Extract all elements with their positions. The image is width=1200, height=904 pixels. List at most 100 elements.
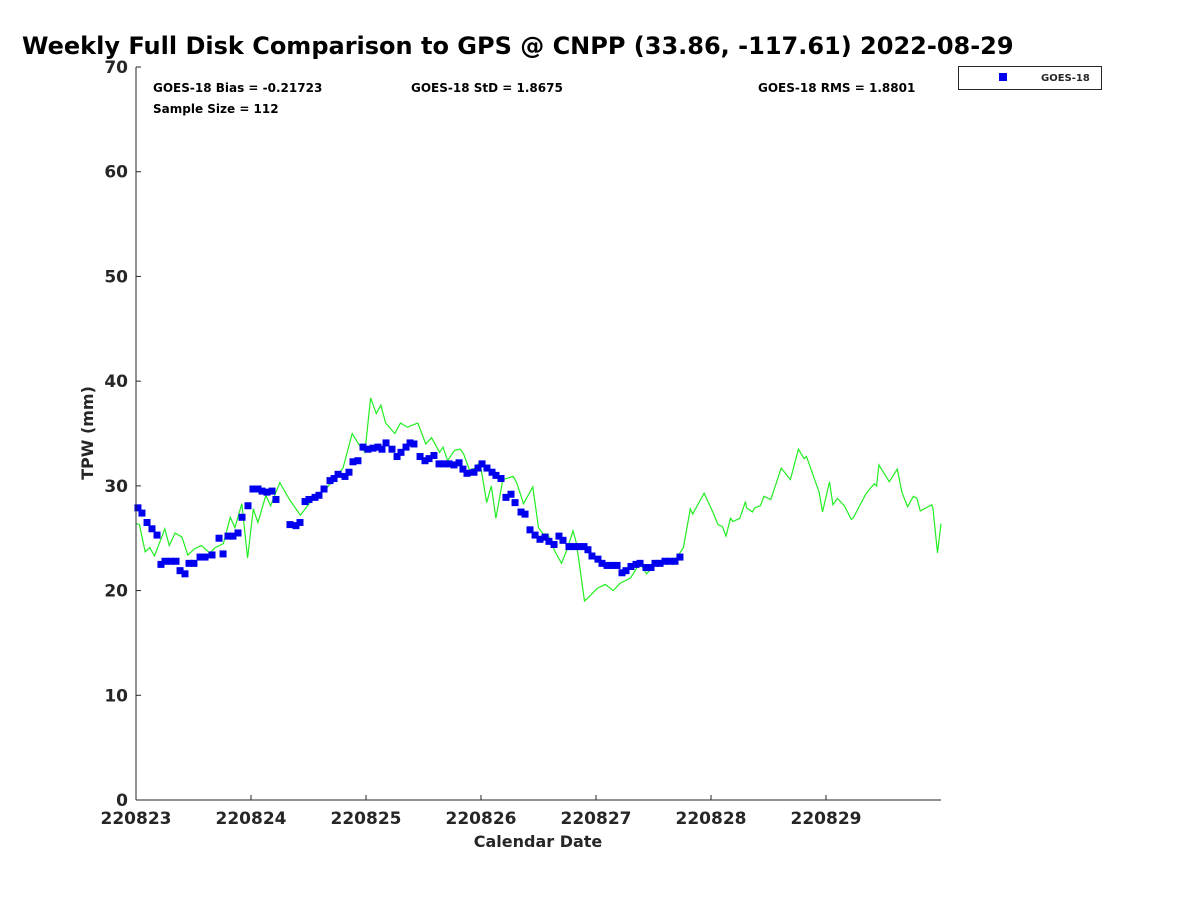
goes18-data-point (148, 525, 156, 533)
goes18-data-point (334, 470, 342, 478)
goes18-data-point (588, 552, 596, 560)
goes18-data-point (143, 519, 151, 527)
goes18-data-point (565, 543, 573, 551)
goes18-data-point (354, 457, 362, 465)
x-tick-label: 220825 (331, 809, 402, 829)
goes18-data-point (526, 526, 534, 534)
goes18-data-point (249, 485, 257, 493)
goes18-data-point (478, 460, 486, 468)
goes18-data-point (463, 469, 471, 477)
goes18-data-point (349, 458, 357, 466)
goes18-data-point (470, 468, 478, 476)
goes18-data-point (201, 553, 209, 561)
y-tick-label: 20 (104, 582, 128, 602)
goes18-data-point (382, 439, 390, 447)
goes18-data-point (642, 564, 650, 572)
x-tick-label: 220826 (446, 809, 517, 829)
goes18-data-point (181, 570, 189, 578)
goes18-data-point (410, 440, 418, 448)
goes18-data-point (474, 464, 482, 472)
goes18-data-point (584, 546, 592, 554)
y-tick-label: 40 (104, 372, 128, 392)
goes18-data-point (455, 459, 463, 467)
goes18-data-point (555, 532, 563, 540)
x-tick-label: 220823 (101, 809, 172, 829)
goes18-data-point (185, 559, 193, 567)
stat-sample-size: Sample Size = 112 (153, 102, 279, 116)
goes18-data-point (224, 532, 232, 540)
goes18-data-point (359, 443, 367, 451)
goes18-data-point (594, 555, 602, 563)
goes18-data-point (234, 529, 242, 537)
goes18-data-point (613, 561, 621, 569)
goes18-data-point (608, 561, 616, 569)
y-ticks: 0 10 20 30 40 50 60 70 (104, 58, 141, 811)
gps-series-line (135, 397, 942, 603)
goes18-data-point (315, 491, 323, 499)
y-axis-label: TPW (mm) (78, 386, 97, 480)
legend-box (958, 66, 1102, 90)
goes18-data-point (134, 504, 142, 512)
goes18-data-point (666, 557, 674, 565)
y-tick-label: 70 (104, 58, 128, 78)
goes18-data-point (570, 543, 578, 551)
goes18-data-point (676, 553, 684, 561)
goes18-data-point (157, 560, 165, 568)
goes18-data-point (286, 521, 294, 529)
goes18-data-point (580, 543, 588, 551)
goes18-data-point (268, 487, 276, 495)
legend: GOES-18 (958, 66, 1102, 90)
goes18-data-point (369, 444, 377, 452)
goes18-data-point (497, 475, 505, 483)
goes18-data-point (627, 562, 635, 570)
goes18-data-point (440, 460, 448, 468)
goes18-data-point (603, 561, 611, 569)
goes18-data-point (172, 557, 180, 565)
x-axis-label: Calendar Date (474, 832, 603, 851)
goes18-data-point (636, 559, 644, 567)
goes18-data-point (511, 499, 519, 507)
goes18-data-point (305, 495, 313, 503)
goes18-data-point (492, 471, 500, 479)
goes18-data-point (622, 567, 630, 575)
goes18-data-point (272, 495, 280, 503)
goes18-data-point (263, 488, 271, 496)
goes18-data-point (656, 559, 664, 567)
goes18-data-point (575, 543, 583, 551)
goes18-data-point (345, 468, 353, 476)
legend-label-goes18: GOES-18 (1041, 73, 1090, 84)
goes18-data-point (374, 443, 382, 451)
goes18-data-point (219, 550, 227, 558)
goes18-data-point (559, 536, 567, 544)
goes18-data-point (521, 510, 529, 518)
goes18-data-point (388, 445, 396, 453)
goes18-data-point (397, 448, 405, 456)
goes18-data-point (215, 534, 223, 542)
y-tick-label: 0 (116, 791, 128, 811)
goes18-data-point (430, 451, 438, 459)
goes18-data-point (421, 457, 429, 465)
x-tick-label: 220827 (561, 809, 632, 829)
stat-std: GOES-18 StD = 1.8675 (411, 81, 563, 95)
goes18-data-point (598, 559, 606, 567)
goes18-data-point (517, 508, 525, 516)
goes18-data-point (167, 557, 175, 565)
legend-marker-goes18 (999, 73, 1007, 81)
goes18-data-point (208, 551, 216, 559)
goes18-data-point (550, 540, 558, 548)
stat-rms: GOES-18 RMS = 1.8801 (758, 81, 915, 95)
goes18-data-point (671, 557, 679, 565)
y-tick-label: 30 (104, 477, 128, 497)
goes18-data-point (196, 553, 204, 561)
goes18-series-markers-group (134, 439, 684, 578)
goes18-data-point (651, 559, 659, 567)
goes18-data-point (632, 560, 640, 568)
goes18-data-point (406, 439, 414, 447)
x-tick-label: 220828 (676, 809, 747, 829)
goes18-data-point (311, 493, 319, 501)
goes18-data-point (330, 475, 338, 483)
goes18-data-point (541, 533, 549, 541)
y-tick-label: 10 (104, 686, 128, 706)
goes18-data-point (483, 464, 491, 472)
